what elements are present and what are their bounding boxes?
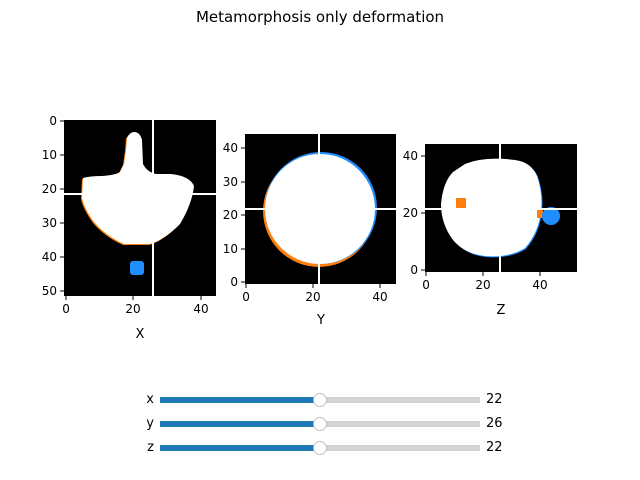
slider-y-track[interactable] bbox=[160, 421, 480, 427]
y-ytick-label-0: 0 bbox=[230, 275, 238, 289]
slider-x-fill bbox=[160, 397, 320, 403]
slider-x-handle[interactable] bbox=[313, 393, 327, 407]
z-ytick-label-20: 20 bbox=[403, 206, 418, 220]
y-ytick-label-10: 10 bbox=[223, 242, 238, 256]
z-slice-view: 0 20 40 0 20 40 Z bbox=[425, 144, 577, 272]
y-ytick-label-20: 20 bbox=[223, 208, 238, 222]
slider-x-value: 22 bbox=[486, 390, 503, 410]
z-xtick-label-40: 40 bbox=[532, 278, 547, 292]
x-slice-panel: 0 20 40 0 10 20 30 40 50 X bbox=[64, 120, 216, 296]
z-ytick-label-0: 0 bbox=[410, 263, 418, 277]
slider-x-track[interactable] bbox=[160, 397, 480, 403]
y-ytick-label-30: 30 bbox=[223, 175, 238, 189]
slider-y-label: y bbox=[134, 414, 154, 434]
z-slice-panel: 0 20 40 0 20 40 Z bbox=[425, 144, 577, 272]
x-xtick-label-40: 40 bbox=[193, 302, 208, 316]
x-ytick-label-50: 50 bbox=[42, 284, 57, 298]
slider-y-handle[interactable] bbox=[313, 417, 327, 431]
page-title: Metamorphosis only deformation bbox=[0, 8, 640, 26]
y-axis-label: Y bbox=[316, 313, 325, 328]
z-xtick-label-0: 0 bbox=[422, 278, 430, 292]
x-axis-label: X bbox=[136, 327, 145, 342]
x-ytick-label-40: 40 bbox=[42, 250, 57, 264]
slider-y[interactable]: y 26 bbox=[0, 414, 640, 434]
y-slice-panel: 0 20 40 0 10 20 30 40 Y bbox=[245, 134, 396, 284]
z-ytick-label-40: 40 bbox=[403, 149, 418, 163]
x-slice-view: 0 20 40 0 10 20 30 40 50 X bbox=[64, 120, 216, 296]
slider-x[interactable]: x 22 bbox=[0, 390, 640, 410]
y-xtick-label-0: 0 bbox=[242, 290, 250, 304]
slider-z-track[interactable] bbox=[160, 445, 480, 451]
slider-z-value: 22 bbox=[486, 438, 503, 458]
z-xtick-label-20: 20 bbox=[475, 278, 490, 292]
slider-y-value: 26 bbox=[486, 414, 503, 434]
x-ytick-label-20: 20 bbox=[42, 182, 57, 196]
y-xtick-label-20: 20 bbox=[305, 290, 320, 304]
x-slice-blue-blob bbox=[130, 261, 144, 275]
z-slice-orange-blob bbox=[456, 198, 466, 208]
x-xtick-label-20: 20 bbox=[125, 302, 140, 316]
slider-z-fill bbox=[160, 445, 320, 451]
y-ytick-label-40: 40 bbox=[223, 141, 238, 155]
z-slice-shape bbox=[441, 159, 542, 257]
slider-z-label: z bbox=[134, 438, 154, 458]
x-ytick-label-0: 0 bbox=[49, 114, 57, 128]
x-xtick-label-0: 0 bbox=[62, 302, 70, 316]
x-ytick-label-30: 30 bbox=[42, 216, 57, 230]
z-axis-label: Z bbox=[497, 303, 506, 318]
slider-z[interactable]: z 22 bbox=[0, 438, 640, 458]
slider-y-fill bbox=[160, 421, 320, 427]
y-slice-view: 0 20 40 0 10 20 30 40 Y bbox=[245, 134, 396, 284]
x-ytick-label-10: 10 bbox=[42, 148, 57, 162]
slider-z-handle[interactable] bbox=[313, 441, 327, 455]
y-xtick-label-40: 40 bbox=[372, 290, 387, 304]
slider-x-label: x bbox=[134, 390, 154, 410]
